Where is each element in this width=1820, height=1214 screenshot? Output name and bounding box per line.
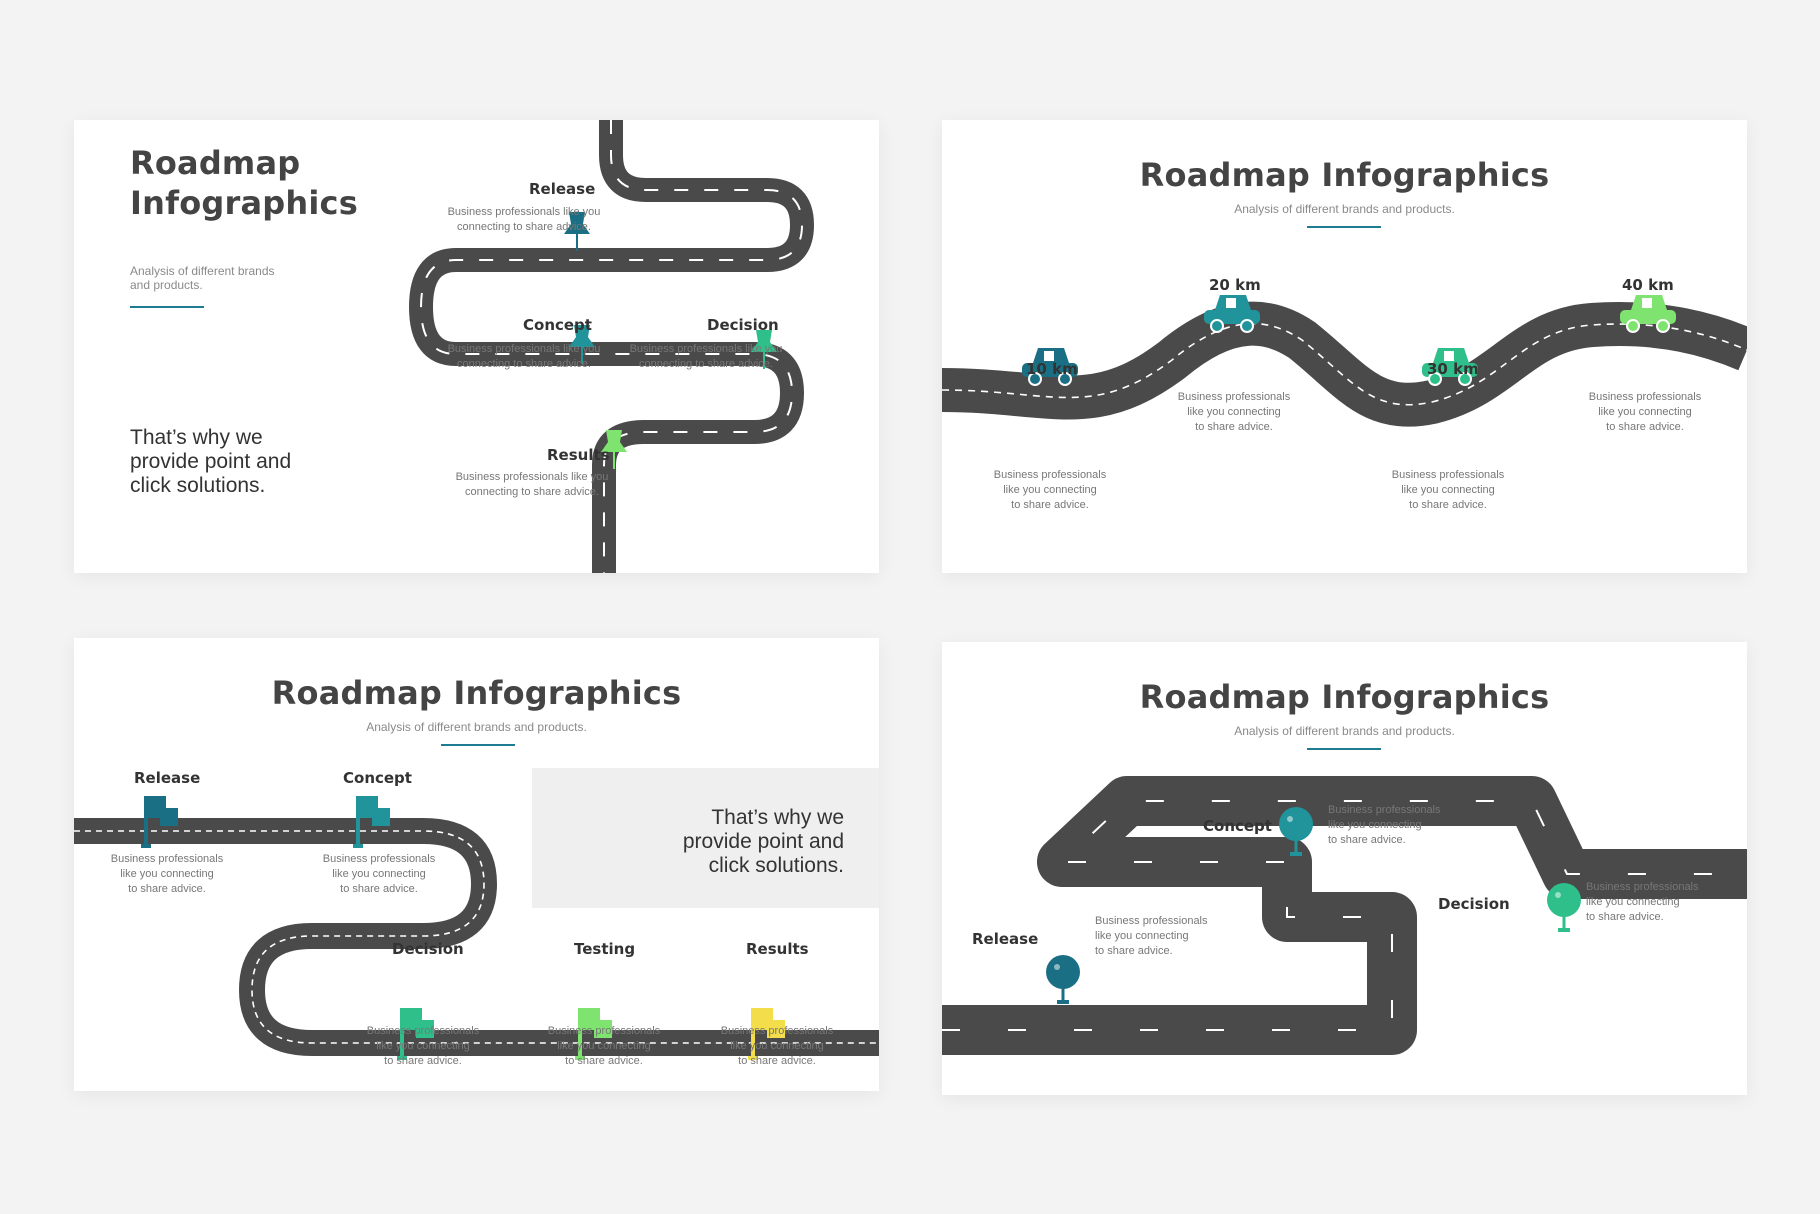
zigzag-road <box>942 776 1747 1055</box>
milestone-label: 30 km <box>1427 360 1479 378</box>
milestone-desc: Business professionals like you connecti… <box>447 206 601 233</box>
milestone-label: Decision <box>392 940 464 958</box>
milestone-desc: Business professionals like you connecti… <box>629 343 783 370</box>
milestone-label: Results <box>746 940 809 958</box>
car-icon <box>1204 295 1260 333</box>
title: Roadmap Infographics <box>1139 678 1550 716</box>
milestone-desc: Business professionals like you connecti… <box>1391 469 1505 511</box>
winding-road <box>409 120 814 573</box>
tagline-panel <box>532 768 879 908</box>
s-curve-road <box>74 796 879 1060</box>
title-line-1: Roadmap <box>130 144 301 182</box>
flag-icon <box>141 796 178 848</box>
milestone-label: Results <box>547 446 610 464</box>
milestone-desc: Business professionals like you connecti… <box>720 1025 834 1067</box>
title: Roadmap Infographics <box>1139 156 1550 194</box>
milestone-label: Release <box>529 180 596 198</box>
milestone-label: 10 km <box>1026 360 1078 378</box>
map-pin-icon <box>1279 807 1313 856</box>
milestone-desc: Business professionals like you connecti… <box>455 471 609 498</box>
milestone-label: 40 km <box>1622 276 1674 294</box>
milestone-desc: Business professionals like you connecti… <box>366 1025 480 1067</box>
milestone-desc: Business professionals like you connecti… <box>1095 915 1208 957</box>
subtitle: Analysis of different brands and product… <box>366 720 587 734</box>
tagline: That’s why we provide point and click so… <box>682 806 844 877</box>
title: Roadmap Infographics <box>271 674 682 712</box>
flag-icon <box>575 1008 612 1060</box>
slide-1: Roadmap Infographics Analysis of differe… <box>74 120 879 573</box>
flag-icon <box>748 1008 785 1060</box>
milestone-desc: Business professionals like you connecti… <box>322 853 436 895</box>
wavy-road <box>942 295 1747 427</box>
title-underline <box>441 744 515 746</box>
flag-icon <box>353 796 390 848</box>
milestone-label: Testing <box>574 940 636 958</box>
milestone-desc: Business professionals like you connecti… <box>547 1025 661 1067</box>
subtitle: Analysis of different brands and product… <box>1234 202 1455 216</box>
push-pin-icon <box>564 212 590 251</box>
push-pin-icon <box>751 330 777 369</box>
milestone-label: Decision <box>707 316 779 334</box>
subtitle: Analysis of different brands and product… <box>1234 724 1455 738</box>
milestone-desc: Business professionals like you connecti… <box>447 343 601 370</box>
subtitle: Analysis of different brands and product… <box>130 264 275 292</box>
title-line-2: Infographics <box>130 184 358 222</box>
milestone-desc: Business professionals like you connecti… <box>1586 881 1699 923</box>
tagline: That’s why we provide point and click so… <box>130 426 292 497</box>
milestone-label: Release <box>134 769 201 787</box>
slide-2: Roadmap Infographics Analysis of differe… <box>942 120 1747 573</box>
milestone-label: Decision <box>1438 895 1510 913</box>
milestone-desc: Business professionals like you connecti… <box>1588 391 1702 433</box>
push-pin-icon <box>601 430 627 469</box>
milestone-desc: Business professionals like you connecti… <box>1328 804 1441 846</box>
milestone-label: Release <box>972 930 1039 948</box>
title-underline <box>1307 226 1381 228</box>
milestone-desc: Business professionals like you connecti… <box>110 853 224 895</box>
car-icon <box>1620 295 1676 333</box>
slide-4: Roadmap Infographics Analysis of differe… <box>942 642 1747 1095</box>
title-underline <box>130 306 204 308</box>
milestone-desc: Business professionals like you connecti… <box>1177 391 1291 433</box>
milestone-label: Concept <box>1203 817 1272 835</box>
push-pin-icon <box>569 325 595 364</box>
flag-icon <box>397 1008 434 1060</box>
milestone-desc: Business professionals like you connecti… <box>993 469 1107 511</box>
slide-3: Roadmap Infographics Analysis of differe… <box>74 638 879 1091</box>
car-icon <box>1422 348 1478 386</box>
map-pin-icon <box>1046 955 1080 1004</box>
milestone-label: 20 km <box>1209 276 1261 294</box>
milestone-label: Concept <box>523 316 592 334</box>
milestone-label: Concept <box>343 769 412 787</box>
map-pin-icon <box>1547 883 1581 932</box>
title-underline <box>1307 748 1381 750</box>
car-icon <box>1022 348 1078 386</box>
